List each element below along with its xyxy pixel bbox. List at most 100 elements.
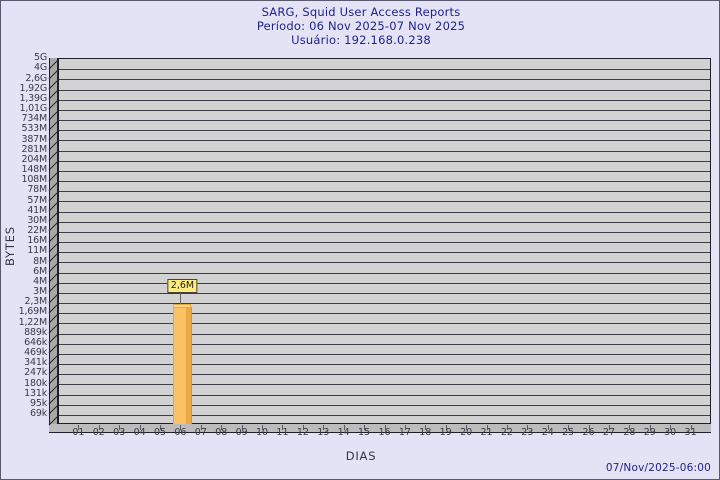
x-axis-tick — [629, 425, 631, 430]
x-axis-tick — [78, 425, 80, 430]
chart-title-block: SARG, Squid User Access Reports Período:… — [1, 5, 719, 47]
y-axis-tick-label: 387M — [21, 133, 47, 145]
x-axis-tick-label: 23 — [521, 427, 534, 438]
gridline-horizontal — [59, 292, 710, 294]
x-axis-tick-label: 16 — [378, 427, 391, 438]
y-axis-tick-label: 204M — [21, 153, 47, 165]
x-axis-tick-label: 04 — [133, 427, 146, 438]
gridline-horizontal — [59, 160, 710, 162]
x-axis-tick-label: 08 — [215, 427, 228, 438]
x-axis-tick-label: 29 — [643, 427, 656, 438]
gridline-horizontal — [59, 364, 710, 365]
gridline-horizontal — [59, 374, 710, 376]
gridline-horizontal — [59, 150, 710, 152]
y-axis-tick-label: 281M — [21, 143, 47, 155]
gridline-horizontal — [59, 79, 710, 81]
y-axis-tick-label: 131k — [24, 387, 47, 399]
x-axis-tick-label: 18 — [419, 427, 432, 438]
x-axis-tick-label: 05 — [153, 427, 167, 438]
y-axis-tick-label: 78M — [27, 184, 47, 196]
y-axis-tick-label: 469k — [24, 347, 47, 358]
y-axis-tick-label: 148M — [21, 164, 47, 175]
y-axis-tick-label: 1,22M — [18, 316, 48, 328]
report-user: Usuário: 192.168.0.238 — [291, 33, 431, 47]
plot-canvas — [58, 58, 711, 424]
y-axis-tick-label: 1,39G — [19, 92, 47, 104]
gridline-horizontal — [59, 323, 710, 325]
x-axis-tick — [690, 425, 692, 430]
x-axis-tick — [180, 425, 182, 430]
y-axis-tick-label: 22M — [27, 225, 47, 236]
y-axis-tick-label: 247k — [24, 367, 47, 379]
bar-top-face — [173, 304, 192, 309]
x-axis-tick-label: 26 — [582, 427, 595, 438]
x-axis-tick — [568, 425, 570, 430]
x-axis-tick — [119, 425, 121, 430]
y-axis-tick-label: 16M — [27, 235, 47, 247]
y-axis-tick-label: 1,92G — [19, 82, 47, 94]
x-axis-tick — [139, 425, 141, 430]
x-axis-tick-label: 02 — [92, 427, 105, 438]
gridline-horizontal — [59, 231, 710, 233]
x-axis-tick-label: 24 — [541, 427, 554, 438]
y-axis-tick-label: 5G — [33, 52, 47, 64]
gridline-horizontal — [59, 313, 710, 315]
x-axis-tick — [445, 425, 447, 430]
gridline-horizontal — [59, 191, 710, 193]
x-axis-tick — [608, 425, 610, 430]
gridline-horizontal — [59, 89, 710, 91]
x-axis-tick-label: 28 — [623, 427, 636, 438]
y-axis-title: BYTES — [3, 226, 17, 266]
page-title: SARG, Squid User Access Reports — [261, 5, 461, 19]
x-axis-tick-label: 09 — [235, 427, 248, 438]
y-axis-tick-label: 180k — [24, 377, 47, 389]
x-axis-tick — [588, 425, 590, 430]
y-axis-tick-label: 30M — [27, 214, 47, 226]
gridline-horizontal — [59, 109, 710, 111]
y-axis-tick-label: 4G — [33, 62, 47, 74]
x-axis-tick — [506, 425, 508, 430]
x-axis-tick-label: 15 — [358, 427, 371, 438]
x-axis-tick-label: 07 — [194, 427, 207, 438]
gridline-horizontal — [59, 221, 710, 223]
x-axis-tick — [466, 425, 468, 430]
x-axis-tick — [282, 425, 284, 430]
x-axis-tick-label: 31 — [684, 427, 697, 438]
gridline-horizontal — [59, 384, 710, 386]
x-axis-tick-label: 22 — [500, 427, 513, 438]
y-axis-tick-label: 2,6G — [25, 72, 47, 84]
gridline-horizontal — [59, 170, 710, 172]
y-axis-tick-label: 95k — [30, 397, 47, 409]
x-axis-tick — [302, 425, 304, 430]
plot-3d-floor-face — [49, 424, 711, 433]
gridline-horizontal — [59, 69, 710, 71]
x-axis-tick-label: 03 — [113, 427, 126, 438]
x-axis-tick — [241, 425, 243, 430]
gridline-horizontal — [59, 140, 710, 142]
x-axis-tick-label: 06 — [174, 427, 187, 438]
y-axis-tick-label: 734M — [21, 113, 47, 125]
gridline-horizontal — [59, 181, 710, 182]
x-axis-tick — [486, 425, 488, 430]
x-axis-tick — [200, 425, 202, 430]
x-axis-tick — [221, 425, 223, 430]
y-axis-tick-label: 6M — [33, 265, 47, 277]
y-axis-tick-label: 889k — [24, 326, 47, 338]
x-axis-tick-label: 30 — [664, 427, 677, 438]
x-axis-tick-label: 12 — [296, 427, 309, 438]
x-axis-tick — [527, 425, 529, 430]
report-period: Período: 06 Nov 2025-07 Nov 2025 — [256, 19, 466, 33]
x-axis-tick-label: 01 — [72, 427, 85, 438]
y-axis-tick-label: 57M — [27, 194, 47, 206]
y-axis-tick-label: 108M — [21, 174, 47, 186]
y-axis-labels: 5G 4G 2,6G 1,92G 1,39G 1,01G 734M 533M 387M 281M 2… — [1, 1, 48, 479]
x-axis-tick — [384, 425, 386, 430]
y-axis-tick-label: 646k — [24, 336, 47, 348]
x-axis-tick — [343, 425, 345, 430]
x-axis-tick — [160, 425, 162, 430]
x-axis-tick-label: 20 — [460, 427, 473, 438]
generated-timestamp: 07/Nov/2025-06:00 — [605, 462, 711, 474]
y-axis-tick-label: 8M — [33, 255, 47, 267]
